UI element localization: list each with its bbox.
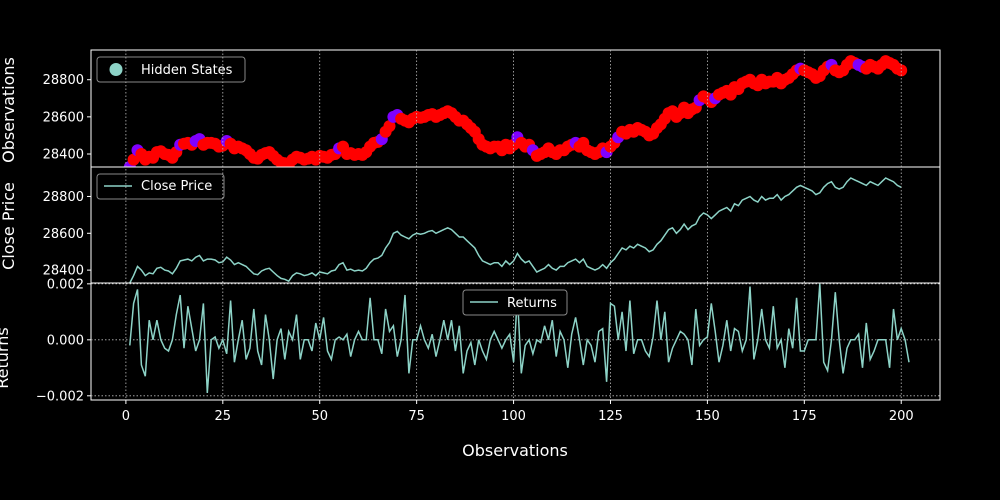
legend-box: [462, 289, 568, 316]
y-tick-label: 28400: [43, 264, 84, 279]
legend-box: [96, 56, 246, 83]
legend-label: Close Price: [141, 179, 212, 194]
legend-label: Hidden States: [141, 63, 233, 78]
x-tick-label: 0: [122, 409, 130, 424]
y-tick-label: 28400: [43, 148, 84, 163]
y-tick-label: −0.002: [36, 389, 84, 404]
hidden-states-panel: 28400 28600 28800 Observations Hidden Stat…: [0, 49, 941, 173]
x-tick-label: 50: [311, 409, 328, 424]
legend-label: Returns: [507, 296, 557, 311]
close-price-panel: 28400 28600 28800 Close Price Close Price: [0, 166, 941, 284]
y-axis-label: Close Price: [0, 182, 18, 270]
y-axis-label: Returns: [0, 327, 12, 388]
y-tick-label: 0.000: [47, 333, 84, 348]
y-tick-label: 28800: [43, 73, 84, 88]
legend: Returns: [462, 289, 568, 316]
legend: Hidden States: [96, 56, 246, 83]
hidden-state-point: [383, 120, 396, 133]
y-axis: −0.002 0.000 0.002: [36, 277, 91, 404]
y-tick-label: 0.002: [47, 277, 84, 292]
x-axis: 0 25 50 75 100 125 150 175 200: [122, 400, 914, 424]
returns-line: [129, 283, 910, 394]
x-tick-label: 200: [889, 409, 914, 424]
x-tick-label: 75: [408, 409, 425, 424]
legend-box: [96, 173, 225, 200]
legend-marker: [109, 63, 123, 76]
y-tick-label: 28600: [43, 110, 84, 125]
y-axis-label: Observations: [0, 57, 18, 163]
hidden-state-points: [123, 55, 908, 173]
x-axis-label: Observations: [462, 441, 568, 460]
y-axis: 28400 28600 28800: [43, 73, 91, 163]
x-tick-label: 125: [598, 409, 623, 424]
x-tick-label: 100: [501, 409, 526, 424]
close-price-line: [129, 177, 902, 284]
x-tick-label: 25: [215, 409, 232, 424]
y-tick-label: 28600: [43, 227, 84, 242]
x-tick-label: 150: [695, 409, 720, 424]
y-tick-label: 28800: [43, 190, 84, 205]
x-tick-label: 175: [792, 409, 817, 424]
legend: Close Price: [96, 173, 225, 200]
y-axis: 28400 28600 28800: [43, 190, 91, 279]
hidden-state-point: [895, 64, 908, 77]
